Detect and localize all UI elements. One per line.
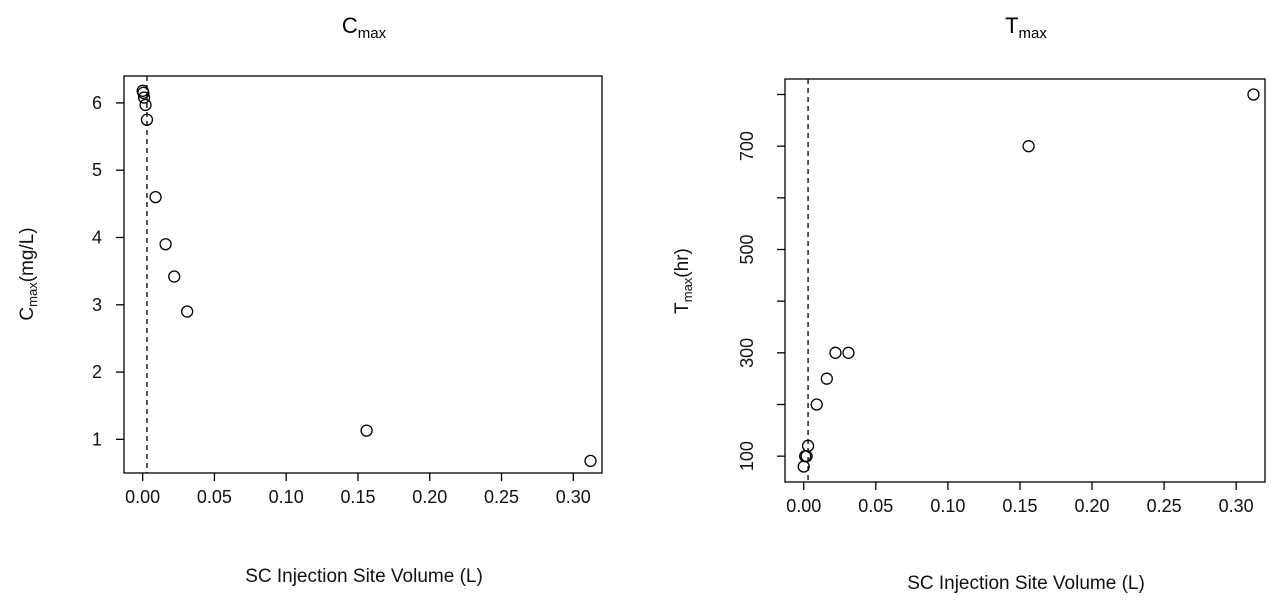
tmax-title-sub: max	[1019, 25, 1048, 42]
tmax-y-axis-label: Tmax(hr)	[672, 248, 695, 314]
cmax-data-point	[137, 86, 150, 99]
tmax-x-tick-label: 0.15	[1002, 496, 1037, 516]
tmax-x-axis: 0.00 0.05 0.10 0.15 0.20 0.25 0.30	[786, 482, 1254, 516]
cmax-data-point	[159, 238, 172, 251]
cmax-y-tick-label: 6	[92, 93, 102, 113]
cmax-data-point	[360, 424, 373, 437]
tmax-y-tick-label: 100	[737, 441, 757, 471]
tmax-y-label-main: T	[672, 302, 693, 314]
tmax-x-tick-label: 0.10	[930, 496, 965, 516]
cmax-data-point	[168, 270, 181, 283]
cmax-title-sub: max	[358, 25, 387, 42]
tmax-y-tick-label: 300	[737, 338, 757, 368]
cmax-x-tick-label: 0.00	[125, 487, 160, 507]
cmax-y-tick-label: 5	[92, 160, 102, 180]
tmax-data-point	[1247, 88, 1260, 101]
cmax-data-point	[137, 91, 151, 104]
cmax-y-axis-label: Cmax(mg/L)	[17, 227, 40, 320]
tmax-y-tick-label: 700	[737, 131, 757, 161]
tmax-points	[797, 88, 1260, 473]
tmax-x-tick-label: 0.00	[786, 496, 821, 516]
cmax-data-point	[139, 98, 152, 112]
tmax-x-tick-label: 0.25	[1147, 496, 1182, 516]
cmax-x-tick-label: 0.05	[197, 487, 232, 507]
cmax-y-tick-label: 2	[92, 362, 102, 382]
tmax-y-tick-label: 500	[737, 234, 757, 264]
tmax-title: Tmax	[1005, 13, 1047, 42]
tmax-y-axis: 100 300 500 700	[737, 93, 785, 471]
cmax-x-axis-label: SC Injection Site Volume (L)	[245, 566, 483, 587]
cmax-x-tick-label: 0.15	[340, 487, 375, 507]
cmax-data-point	[584, 454, 597, 468]
tmax-data-point	[810, 398, 823, 411]
cmax-points	[136, 84, 597, 468]
cmax-panel: Cmax 0.00 0.05 0.10 0.15 0.20 0.25 0.30 1 2 3 4 5 6…	[17, 13, 603, 587]
tmax-data-point	[801, 439, 815, 452]
cmax-x-tick-label: 0.10	[269, 487, 304, 507]
cmax-title-main: C	[342, 13, 358, 38]
tmax-x-axis-label: SC Injection Site Volume (L)	[907, 573, 1145, 594]
tmax-y-label-unit: (hr)	[672, 248, 693, 278]
cmax-data-point	[149, 190, 162, 204]
tmax-data-point	[1022, 140, 1035, 153]
cmax-data-point	[181, 305, 194, 318]
tmax-data-point	[820, 372, 833, 385]
cmax-y-label-sub: max	[25, 282, 40, 307]
cmax-title: Cmax	[342, 13, 387, 42]
cmax-y-tick-label: 4	[92, 227, 102, 247]
tmax-data-point	[842, 346, 855, 359]
tmax-x-tick-label: 0.30	[1219, 496, 1254, 516]
tmax-y-label-sub: max	[680, 277, 695, 302]
cmax-data-point	[140, 113, 154, 126]
cmax-x-tick-label: 0.25	[484, 487, 519, 507]
cmax-x-tick-label: 0.30	[556, 487, 591, 507]
cmax-y-tick-label: 1	[92, 429, 102, 449]
tmax-x-tick-label: 0.05	[858, 496, 893, 516]
cmax-y-tick-label: 3	[92, 295, 102, 315]
tmax-panel: Tmax 0.00 0.05 0.10 0.15 0.20 0.25 0.30 100 300…	[672, 13, 1266, 594]
cmax-x-axis: 0.00 0.05 0.10 0.15 0.20 0.25 0.30	[125, 473, 591, 507]
tmax-data-point	[829, 346, 842, 359]
cmax-y-axis: 1 2 3 4 5 6	[92, 93, 124, 449]
tmax-x-tick-label: 0.20	[1075, 496, 1110, 516]
cmax-y-label-main: C	[17, 307, 38, 321]
cmax-y-label-unit: (mg/L)	[17, 227, 38, 282]
tmax-plot-frame	[784, 78, 1266, 483]
cmax-plot-frame	[123, 75, 603, 474]
cmax-x-tick-label: 0.20	[412, 487, 447, 507]
tmax-title-main: T	[1005, 13, 1018, 38]
